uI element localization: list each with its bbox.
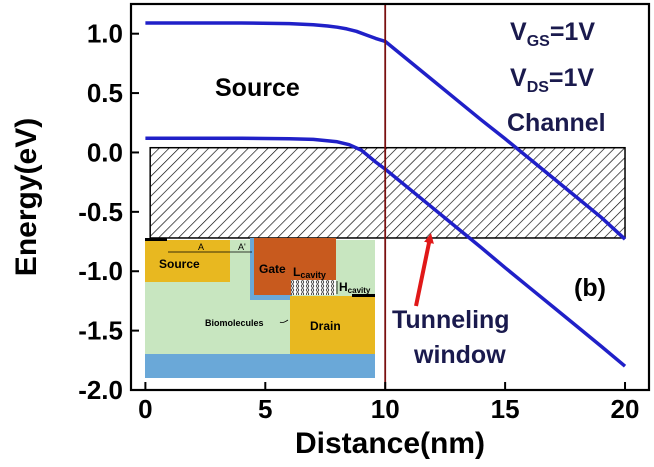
tunneling-label-line2: window (413, 341, 506, 369)
vds-annotation: VDS=1V (510, 64, 594, 96)
x-tick-label: 10 (371, 394, 400, 424)
inset-drain-region (290, 296, 375, 354)
x-tick-label: 20 (611, 394, 640, 424)
device-schematic-inset: A A' Source Gate Lcavity Hcavity Biomole… (145, 238, 375, 378)
conduction-band-curve (145, 21, 627, 241)
y-tick-label: 1.0 (87, 19, 123, 49)
x-axis-ticks: 0 5 10 15 20 (138, 382, 639, 424)
x-tick-label: 5 (258, 394, 272, 424)
inset-a-prime-label: A' (238, 242, 246, 252)
y-tick-label: -0.5 (78, 197, 123, 227)
x-axis-title: Distance(nm) (295, 427, 485, 460)
y-axis-title: Energy(eV) (10, 118, 43, 276)
inset-a-label: A (198, 242, 204, 252)
inset-h-cavity-label: Hcavity (339, 280, 371, 295)
inset-drain-contact (352, 294, 375, 297)
y-tick-label: -1.5 (78, 316, 123, 346)
panel-label: (b) (574, 274, 606, 302)
y-tick-label: 0.0 (87, 137, 123, 167)
inset-source-label: Source (159, 257, 200, 271)
inset-cavity-biomolecules (291, 280, 336, 295)
y-tick-label: 0.5 (87, 78, 123, 108)
tunneling-arrow (414, 233, 434, 307)
source-annotation: Source (215, 74, 300, 102)
inset-biomolecules-label: Biomolecules (205, 318, 264, 328)
tunneling-label-line1: Tunneling (392, 306, 510, 334)
x-tick-label: 15 (491, 394, 520, 424)
inset-source-contact (145, 238, 167, 241)
inset-substrate (145, 354, 375, 378)
y-tick-label: -2.0 (78, 375, 123, 405)
inset-l-cavity-label: Lcavity (293, 265, 326, 280)
y-tick-label: -1.0 (78, 256, 123, 286)
channel-annotation: Channel (507, 109, 606, 137)
x-tick-label: 0 (138, 394, 152, 424)
y-axis-ticks: 1.0 0.5 0.0 -0.5 -1.0 -1.5 -2.0 (78, 19, 139, 405)
inset-gate-label: Gate (259, 262, 286, 276)
tunneling-window-region (149, 146, 626, 239)
plot-frame (129, 2, 651, 392)
inset-drain-label: Drain (310, 319, 341, 333)
vgs-annotation: VGS=1V (510, 18, 595, 50)
inset-source-region (145, 240, 230, 282)
